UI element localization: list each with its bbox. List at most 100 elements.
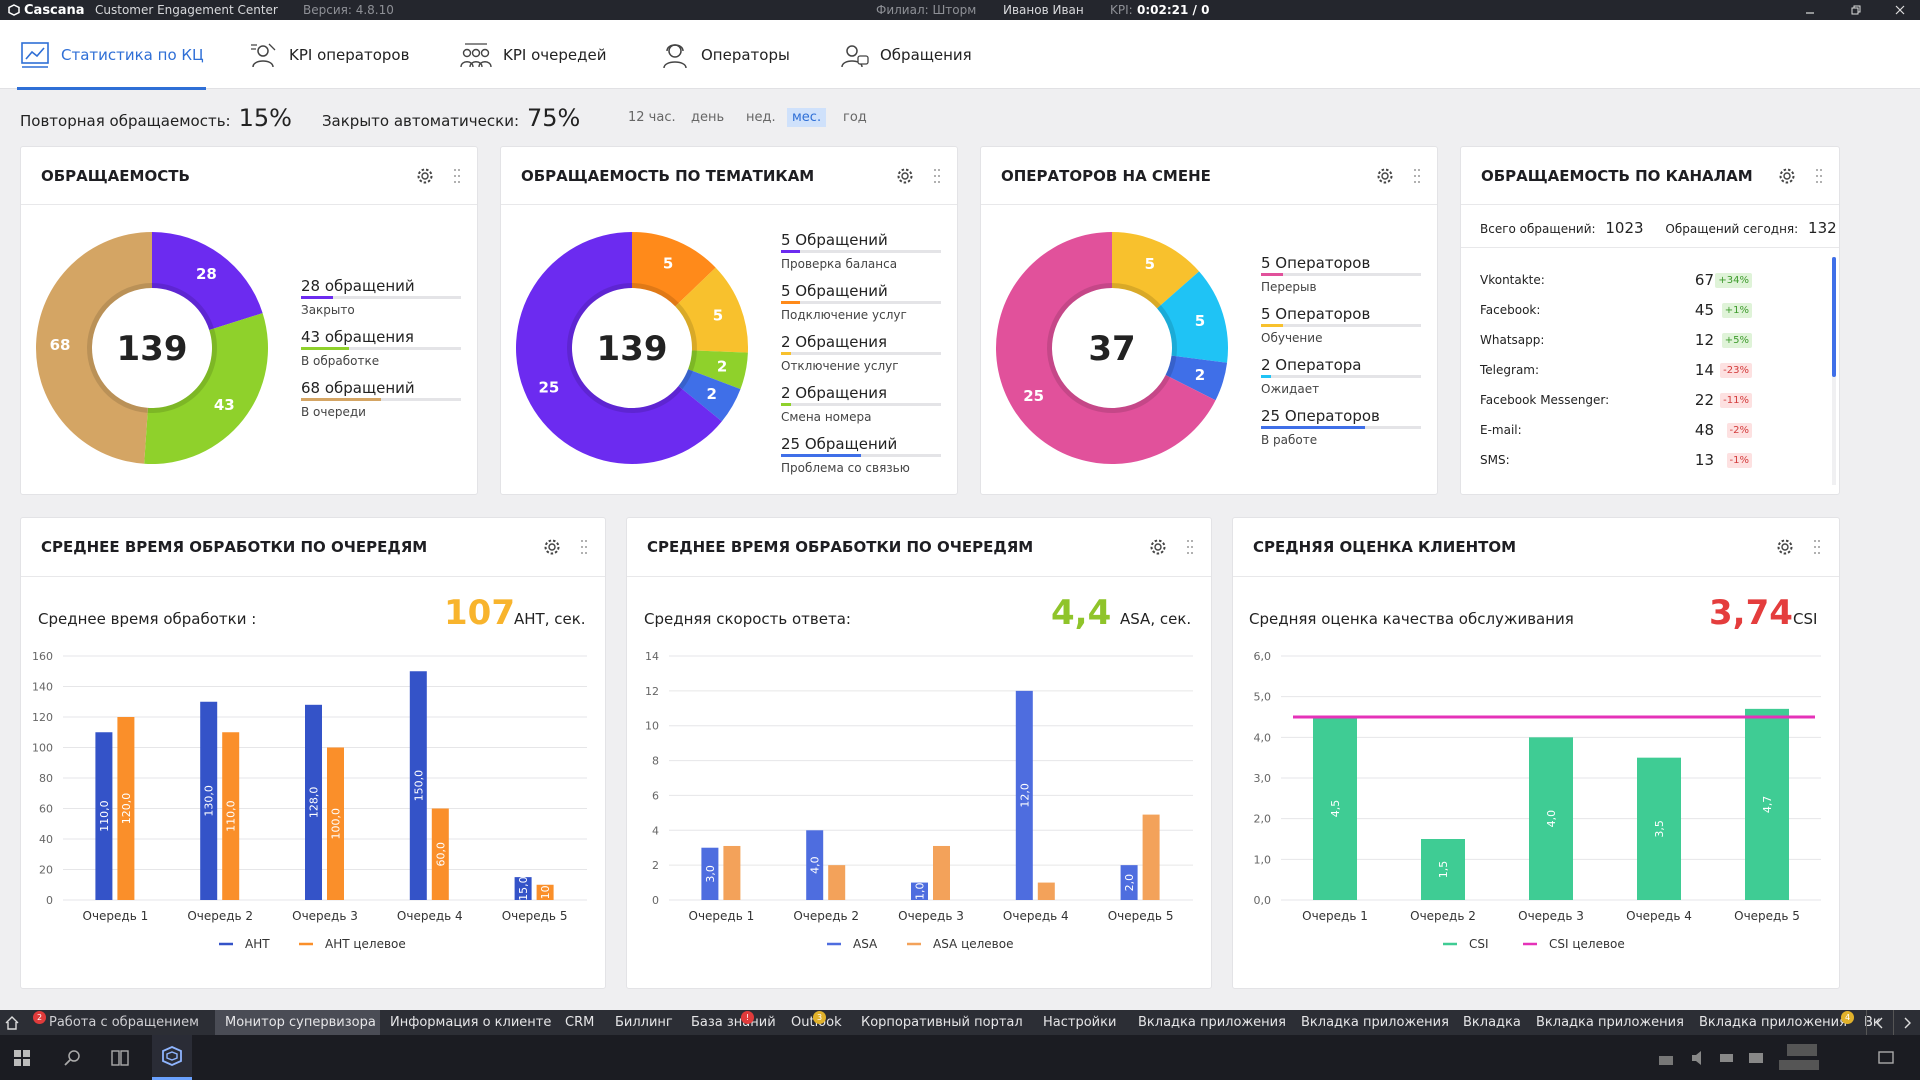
task-view-icon[interactable]: [111, 1049, 129, 1067]
bar-aht-целевое[interactable]: [222, 732, 240, 900]
tab-queue-kpi[interactable]: KPI очередей: [459, 20, 606, 89]
legend-label: Перерыв: [1261, 280, 1317, 294]
language-icon[interactable]: [1748, 1050, 1764, 1066]
drag-handle-icon[interactable]: [1413, 167, 1421, 185]
notification-badge: 2: [33, 1011, 46, 1024]
legend-item: 5 Операторов Перерыв: [1261, 254, 1421, 294]
taskbar-app-cascana[interactable]: [152, 1035, 192, 1080]
app-tab[interactable]: Вкладка приложения: [1128, 1010, 1291, 1035]
app-tab[interactable]: CRM: [555, 1010, 605, 1035]
app-tabs-bar: Работа с обращением Монитор супервизора Ин…: [0, 1010, 1920, 1035]
app-tab[interactable]: Корпоративный портал: [851, 1010, 1033, 1035]
period-week[interactable]: нед.: [746, 110, 776, 125]
bar-aht-целевое[interactable]: [431, 808, 449, 901]
bar-csi[interactable]: [1745, 708, 1789, 900]
bar-value-label: 15,0: [517, 876, 530, 901]
period-day[interactable]: день: [691, 110, 725, 125]
channel-value: 22: [1694, 391, 1714, 409]
app-tab[interactable]: Биллинг: [605, 1010, 681, 1035]
asa-kpi-value: 4,4: [1051, 593, 1112, 633]
bar-asa-целевое[interactable]: [828, 865, 846, 900]
legend-bar: [301, 347, 461, 350]
bar-aht[interactable]: [200, 701, 218, 900]
bar-aht-целевое[interactable]: [536, 884, 554, 900]
bar-csi[interactable]: [1529, 737, 1573, 900]
app-tab[interactable]: Настройки: [1033, 1010, 1128, 1035]
bar-aht[interactable]: [514, 877, 532, 900]
network-icon[interactable]: [1657, 1050, 1675, 1066]
scrollbar-thumb[interactable]: [1832, 257, 1836, 377]
bar-aht-целевое[interactable]: [327, 747, 344, 901]
x-tick-label: Очередь 5: [502, 909, 568, 923]
app-tab[interactable]: Вкладка приложения: [1689, 1010, 1854, 1035]
legend-count: 2 Обращения: [781, 384, 888, 402]
bar-asa-целевое[interactable]: [723, 845, 741, 900]
volume-icon[interactable]: [1690, 1050, 1706, 1066]
home-button[interactable]: [0, 1010, 24, 1035]
drag-handle-icon[interactable]: [1815, 167, 1823, 185]
legend-count: 28 обращений: [301, 277, 415, 295]
period-12h[interactable]: 12 час.: [628, 110, 676, 125]
gear-icon[interactable]: [1376, 167, 1394, 185]
gear-icon[interactable]: [543, 538, 561, 556]
bar-csi[interactable]: [1313, 717, 1357, 900]
bar-asa[interactable]: [701, 847, 719, 900]
app-tab[interactable]: Информация о клиенте: [380, 1010, 555, 1035]
close-button[interactable]: [1880, 0, 1920, 20]
gear-icon[interactable]: [1776, 538, 1794, 556]
requests-icon: [841, 44, 869, 67]
bar-aht[interactable]: [409, 671, 427, 900]
drag-handle-icon[interactable]: [580, 538, 588, 556]
tab-cc-statistics[interactable]: Статистика по КЦ: [17, 20, 206, 90]
x-tick-label: Очередь 2: [1410, 909, 1476, 923]
app-tab[interactable]: Вк: [1854, 1010, 1884, 1035]
y-tick-label: 100: [32, 742, 53, 755]
bar-aht-целевое[interactable]: [117, 717, 135, 900]
gear-icon[interactable]: [896, 167, 914, 185]
bar-asa-целевое[interactable]: [1142, 814, 1160, 900]
bar-aht[interactable]: [95, 732, 113, 900]
bar-value-label: 128,0: [308, 787, 321, 819]
bar-csi[interactable]: [1421, 839, 1465, 900]
clock-area[interactable]: [1787, 1044, 1817, 1056]
gear-icon[interactable]: [1149, 538, 1167, 556]
tab-operator-kpi[interactable]: KPI операторов: [247, 20, 409, 89]
search-icon[interactable]: [64, 1049, 82, 1067]
channel-row: E-mail: 48 -2%: [1480, 421, 1752, 443]
gear-icon[interactable]: [416, 167, 434, 185]
app-tab[interactable]: Вкладка приложения: [1526, 1010, 1689, 1035]
channel-value: 45: [1694, 301, 1714, 319]
channel-scrollbar[interactable]: [1832, 257, 1836, 485]
battery-icon[interactable]: [1719, 1050, 1735, 1066]
drag-handle-icon[interactable]: [933, 167, 941, 185]
drag-handle-icon[interactable]: [1813, 538, 1821, 556]
tabs-scroll-right[interactable]: [1893, 1010, 1920, 1035]
app-tab[interactable]: Вкладка: [1453, 1010, 1526, 1035]
bar-asa[interactable]: [911, 882, 928, 900]
notifications-icon[interactable]: [1877, 1049, 1895, 1067]
app-tab[interactable]: Работа с обращением: [25, 1010, 215, 1035]
drag-handle-icon[interactable]: [453, 167, 461, 185]
gear-icon[interactable]: [1778, 167, 1796, 185]
slice-label: 68: [50, 336, 71, 354]
minimize-button[interactable]: [1790, 0, 1830, 20]
app-tab[interactable]: Вкладка приложения: [1291, 1010, 1453, 1035]
tabs-scroll-left[interactable]: [1866, 1010, 1892, 1035]
bar-asa[interactable]: [806, 830, 824, 900]
windows-start-icon[interactable]: [14, 1050, 30, 1066]
period-month[interactable]: мес.: [787, 108, 827, 127]
drag-handle-icon[interactable]: [1186, 538, 1194, 556]
bar-aht[interactable]: [305, 704, 322, 900]
bar-asa-целевое[interactable]: [933, 845, 950, 900]
bar-asa-целевое[interactable]: [1037, 882, 1055, 900]
tab-requests[interactable]: Обращения: [838, 20, 972, 89]
app-tab[interactable]: База знаний: [681, 1010, 781, 1035]
period-year[interactable]: год: [843, 110, 867, 125]
app-tab[interactable]: Монитор супервизора: [215, 1010, 380, 1035]
bar-asa[interactable]: [1120, 865, 1138, 900]
bar-asa[interactable]: [1015, 690, 1033, 900]
date-area[interactable]: [1779, 1060, 1819, 1070]
restore-button[interactable]: [1836, 0, 1876, 20]
tab-operators[interactable]: Операторы: [659, 20, 790, 89]
bar-csi[interactable]: [1637, 757, 1681, 900]
